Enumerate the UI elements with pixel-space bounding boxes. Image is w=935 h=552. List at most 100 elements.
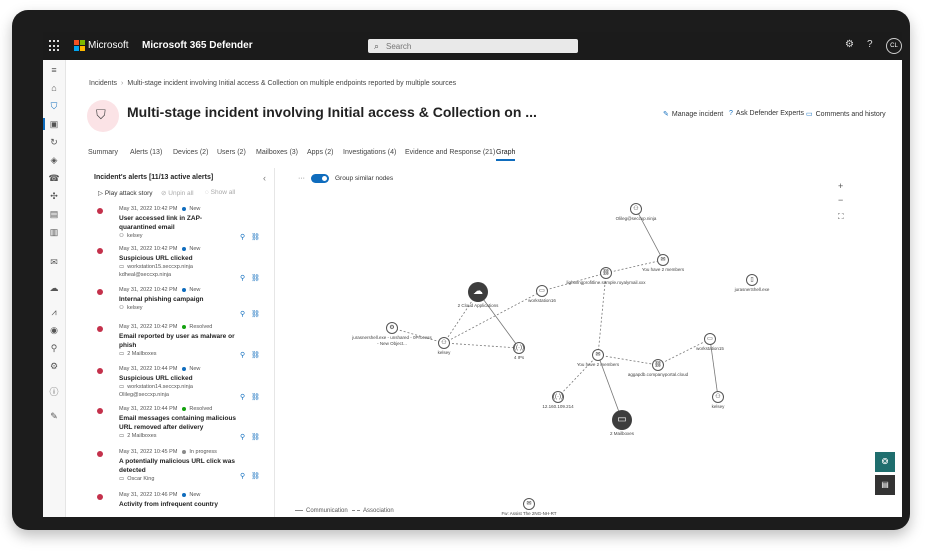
- fit-to-screen-icon[interactable]: ⛶: [838, 212, 844, 221]
- graph-node-kelsey2[interactable]: ⚇: [712, 391, 724, 403]
- graph-canvas[interactable]: [278, 168, 902, 517]
- graph-node-olileg[interactable]: ⚇: [630, 203, 642, 215]
- email-icon[interactable]: ✉: [50, 257, 58, 267]
- alert-meta: May 31, 2022 10:44 PM Resolved: [119, 406, 212, 412]
- reports-icon[interactable]: ⩘: [51, 307, 57, 317]
- unlink-icon[interactable]: ⛓: [250, 434, 260, 441]
- endpoints-icon[interactable]: ▥: [49, 227, 59, 237]
- audit-icon[interactable]: ◉: [50, 325, 58, 335]
- manage-incident-button[interactable]: ✎ Manage incident: [663, 110, 723, 118]
- info-icon[interactable]: ⓘ: [49, 387, 59, 397]
- zoom-out-icon[interactable]: −: [838, 195, 844, 205]
- permissions-icon[interactable]: ⚙: [49, 361, 59, 371]
- pin-icon[interactable]: ⚲: [240, 275, 246, 282]
- search-box[interactable]: ⌕: [368, 39, 578, 53]
- graph-node-kelsey[interactable]: ⚇: [438, 337, 450, 349]
- learning-hub-icon[interactable]: ✣: [50, 191, 58, 201]
- graph-node-mail1[interactable]: ✉: [657, 254, 669, 266]
- tab-graph[interactable]: Graph: [496, 149, 516, 161]
- hunting-icon[interactable]: ▣: [49, 119, 59, 129]
- unlink-icon[interactable]: ⛓: [250, 394, 260, 401]
- alert-status: Resolved: [189, 406, 213, 412]
- graph-node-ws15[interactable]: ▭: [704, 333, 716, 345]
- secure-score-icon[interactable]: ☎: [48, 173, 60, 183]
- pin-icon[interactable]: ⚲: [240, 234, 246, 241]
- pin-icon[interactable]: ⚲: [240, 311, 246, 318]
- unlink-icon[interactable]: ⛓: [250, 473, 260, 480]
- tab-users[interactable]: Users (2): [217, 149, 246, 156]
- unlink-icon[interactable]: ⛓: [250, 234, 260, 241]
- graph-node-proc[interactable]: ⚙: [386, 322, 398, 334]
- alert-status: New: [189, 287, 201, 293]
- graph-node-label: 12.160.109.214: [542, 404, 574, 409]
- graph-node-mail2[interactable]: ✉: [592, 349, 604, 361]
- tab-summary[interactable]: Summary: [88, 149, 118, 156]
- breadcrumb-root[interactable]: Incidents: [89, 80, 118, 87]
- pin-icon[interactable]: ⚲: [240, 394, 246, 401]
- zoom-in-icon[interactable]: +: [838, 181, 844, 191]
- incidents-icon[interactable]: ⛉: [50, 101, 58, 111]
- pin-icon[interactable]: ⚲: [240, 473, 246, 480]
- more-options-icon[interactable]: ···: [298, 175, 305, 182]
- comments-history-button[interactable]: ▭ Comments and history: [806, 110, 886, 118]
- trials-icon[interactable]: ▤: [49, 209, 59, 219]
- graph-node-ips[interactable]: ((·)): [513, 342, 525, 354]
- breadcrumb-current: Multi-stage incident involving Initial a…: [127, 80, 457, 87]
- collapse-panel-icon[interactable]: ‹: [263, 173, 266, 183]
- tab-alerts[interactable]: Alerts (13): [130, 149, 163, 156]
- alert-time: May 31, 2022 10:45 PM: [119, 449, 178, 455]
- product-name[interactable]: Microsoft 365 Defender: [142, 40, 253, 51]
- chat-assistant-button[interactable]: ❂: [875, 452, 895, 472]
- shield-icon: ⛉: [96, 107, 106, 122]
- unlink-icon[interactable]: ⛓: [250, 311, 260, 318]
- threat-analytics-icon[interactable]: ◈: [50, 155, 58, 165]
- customize-icon[interactable]: ✎: [50, 411, 58, 421]
- graph-node-url[interactable]: ⛓: [600, 267, 612, 279]
- alert-name: Suspicious URL clicked: [119, 375, 193, 382]
- search-input[interactable]: [386, 40, 566, 52]
- unlink-icon[interactable]: ⛓: [250, 352, 260, 359]
- graph-node-mail3[interactable]: ✉: [523, 498, 535, 510]
- settings-icon[interactable]: ⚙: [845, 39, 854, 50]
- comment-icon: ▭: [806, 111, 813, 118]
- alert-name: User accessed link in ZAP-quarantined em…: [119, 215, 203, 231]
- play-attack-story-button[interactable]: ▷ Play attack story: [98, 189, 153, 197]
- graph-node-ws16[interactable]: ▭: [536, 285, 548, 297]
- alert-entity-label: kelsey: [126, 305, 143, 311]
- alert-status: New: [189, 492, 201, 498]
- legend-communication: Communication: [295, 508, 348, 514]
- severity-icon: [97, 408, 103, 414]
- alert-name: Suspicious URL clicked: [119, 255, 193, 262]
- cloud-apps-icon[interactable]: ☁: [49, 283, 59, 293]
- action-center-icon[interactable]: ↻: [50, 137, 58, 147]
- graph-node-ip[interactable]: ((·)): [552, 391, 564, 403]
- unlink-icon[interactable]: ⛓: [250, 275, 260, 282]
- severity-icon: [97, 494, 103, 500]
- feedback-button[interactable]: ▤: [875, 475, 895, 495]
- tab-devices[interactable]: Devices (2): [173, 149, 209, 156]
- unpin-all-button[interactable]: ⊘ Unpin all: [161, 189, 194, 197]
- graph-node-cloud[interactable]: ☁: [468, 282, 488, 302]
- app-launcher-icon[interactable]: [49, 40, 61, 52]
- home-icon[interactable]: ⌂: [51, 83, 57, 93]
- graph-node-url2[interactable]: ⛓: [652, 359, 664, 371]
- tab-mailboxes[interactable]: Mailboxes (3): [256, 149, 299, 156]
- alert-entity: Olileg@seccxp.ninja: [119, 392, 169, 398]
- graph-node-mailboxes[interactable]: ▭: [612, 410, 632, 430]
- show-all-button[interactable]: ◌ Show all: [205, 189, 235, 196]
- group-similar-toggle[interactable]: [311, 174, 329, 183]
- health-icon[interactable]: ⚲: [50, 343, 58, 353]
- alert-time: May 31, 2022 10:46 PM: [119, 492, 178, 498]
- tab-evidence-response[interactable]: Evidence and Response (21): [405, 149, 496, 156]
- tab-investigations[interactable]: Investigations (4): [343, 149, 397, 156]
- pin-icon[interactable]: ⚲: [240, 434, 246, 441]
- avatar[interactable]: CL: [886, 38, 902, 54]
- ask-experts-button[interactable]: ? Ask Defender Experts: [729, 110, 804, 117]
- help-icon[interactable]: ?: [867, 39, 873, 50]
- hamburger-icon[interactable]: ≡: [51, 65, 57, 75]
- tab-apps[interactable]: Apps (2): [307, 149, 334, 156]
- alert-time: May 31, 2022 10:42 PM: [119, 206, 178, 212]
- device-frame: Microsoft Microsoft 365 Defender ⌕ ⚙ ? C…: [12, 10, 910, 530]
- pin-icon[interactable]: ⚲: [240, 352, 246, 359]
- graph-node-file[interactable]: ▯: [746, 274, 758, 286]
